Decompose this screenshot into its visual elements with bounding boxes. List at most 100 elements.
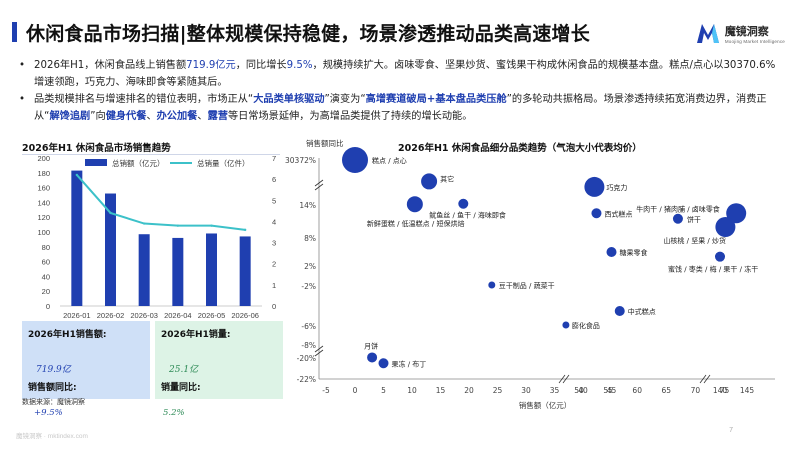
x-tick-label: 10 bbox=[407, 386, 417, 395]
bubble-label: 饼干 bbox=[687, 215, 701, 224]
bullet-2-text: 、 bbox=[197, 110, 208, 122]
sales-bar bbox=[172, 237, 184, 306]
x-tick-label: 25 bbox=[493, 386, 503, 395]
bullet-1-text: 2026年H1，休闲食品线上销售额 bbox=[34, 60, 187, 71]
highlight-term: 健身代餐 bbox=[105, 110, 147, 122]
volume-point bbox=[75, 173, 79, 177]
y-right-tick-label: 0 bbox=[272, 302, 276, 311]
highlight-term: 办公加餐 bbox=[156, 110, 198, 122]
category-bubble bbox=[614, 306, 625, 316]
bubble-label: 巧克力 bbox=[606, 183, 627, 192]
bubble-label: 月饼 bbox=[364, 341, 378, 350]
y-right-tick-label: 3 bbox=[272, 239, 276, 248]
x-tick-label: 60 bbox=[632, 386, 642, 395]
bubble-label: 豆干制品 / 蔬菜干 bbox=[499, 281, 555, 290]
page-title: 休闲食品市场扫描|整体规模保持稳健，场景渗透推动品类高速增长 bbox=[26, 23, 590, 45]
axis-break-mark bbox=[699, 374, 711, 384]
x-tick-label: 15 bbox=[436, 386, 446, 395]
sales-bar bbox=[105, 193, 116, 306]
category-bubble bbox=[715, 251, 725, 262]
bubble-label: 鱿鱼丝 / 鱼干 / 海味即食 bbox=[429, 211, 506, 220]
y-right-tick-label: 6 bbox=[272, 175, 276, 184]
legend-sales-swatch bbox=[85, 159, 107, 166]
category-bubble bbox=[672, 213, 683, 224]
highlight-term: 解馋追剧 bbox=[49, 110, 91, 122]
bullet-2-text: ”演变为“ bbox=[324, 94, 366, 105]
x-tick-label: 50 bbox=[574, 386, 584, 395]
x-tick-label: 45 bbox=[607, 386, 617, 395]
x-tick-label: 2026-05 bbox=[198, 311, 226, 320]
legend-volume-label: 总销量（亿件） bbox=[197, 158, 250, 168]
volume-point bbox=[243, 228, 247, 232]
y-left-tick-label: 160 bbox=[37, 184, 50, 193]
axis-break-mark bbox=[558, 374, 570, 384]
category-bubble bbox=[726, 203, 747, 224]
category-bubble bbox=[458, 198, 469, 209]
sales-bar bbox=[71, 170, 83, 306]
growth-highlight: 9.5% bbox=[286, 60, 313, 71]
volume-point bbox=[210, 224, 213, 227]
y-left-tick-label: 80 bbox=[42, 243, 50, 252]
brand-logo: 魔镜洞察 Moojing Market Intelligence bbox=[695, 18, 785, 48]
footer-watermark: 魔镜洞察 · mktindex.com bbox=[16, 433, 88, 440]
y-tick-label: 2% bbox=[304, 262, 316, 271]
x-axis-title: 销售额（亿元） bbox=[519, 400, 572, 410]
category-bubble bbox=[584, 176, 605, 197]
y-right-tick-label: 7 bbox=[272, 154, 276, 163]
bullet-2: 品类规模排名与增速排名的错位表明，市场正从“大品类单核驱动”演变为“高增赛道破局… bbox=[16, 92, 784, 125]
sales-kpi-card: 2026年H1销售额: 719.9亿 销售额同比: bbox=[22, 321, 150, 399]
sales-yoy-value: +9.5% bbox=[34, 408, 63, 418]
bubble-label: 山核桃 / 坚果 / 炒货 bbox=[663, 236, 726, 245]
category-bubble bbox=[342, 147, 368, 173]
sales-kpi-value: 719.9亿 bbox=[36, 365, 71, 375]
y-axis-title: 销售额同比 bbox=[306, 138, 344, 148]
sales-bar bbox=[138, 234, 150, 306]
y-left-tick-label: 140 bbox=[37, 198, 50, 207]
category-bubble bbox=[606, 247, 617, 257]
x-tick-label: 2026-03 bbox=[130, 311, 158, 320]
x-tick-label: 75 bbox=[720, 386, 730, 395]
volume-kpi-value: 25.1亿 bbox=[169, 365, 199, 375]
volume-kpi-label: 2026年H1销量: bbox=[161, 330, 231, 340]
category-bubble bbox=[406, 196, 423, 213]
y-right-tick-label: 5 bbox=[272, 196, 276, 205]
category-bubble bbox=[562, 321, 570, 329]
y-tick-label: 30372% bbox=[285, 156, 316, 165]
bullet-1: 2026年H1，休闲食品线上销售额719.9亿元，同比增长9.5%，规模持续扩大… bbox=[16, 58, 784, 91]
volume-point bbox=[176, 224, 180, 227]
logo-name: 魔镜洞察 bbox=[724, 24, 769, 38]
x-tick-label: 145 bbox=[740, 386, 755, 395]
left-chart-title: 2026年H1 休闲食品市场销售趋势 bbox=[22, 143, 171, 154]
bullet-1-text: ，同比增长 bbox=[235, 60, 287, 71]
y-tick-label: -20% bbox=[297, 354, 316, 363]
bullet-2-text: 品类规模排名与增速排名的错位表明，市场正从“ bbox=[34, 94, 254, 105]
title-accent-bar bbox=[12, 22, 17, 42]
bubble-label: 西式糕点 bbox=[604, 209, 632, 218]
y-left-tick-label: 60 bbox=[42, 258, 50, 267]
category-bubble bbox=[591, 208, 602, 219]
y-tick-label: -6% bbox=[301, 322, 316, 331]
x-tick-label: 2026-06 bbox=[231, 311, 259, 320]
highlight-term: 大品类单核驱动 bbox=[253, 94, 325, 105]
x-tick-label: 40 bbox=[578, 386, 588, 395]
bubble-label: 糕点 / 点心 bbox=[372, 156, 407, 165]
y-tick-label: -22% bbox=[297, 375, 316, 384]
volume-yoy-value: 5.2% bbox=[163, 408, 185, 418]
y-left-tick-label: 40 bbox=[42, 272, 50, 281]
y-left-tick-label: 120 bbox=[37, 213, 50, 222]
sales-bar bbox=[239, 236, 251, 306]
bubble-label: 蜜饯 / 枣类 / 梅 / 果干 / 冻干 bbox=[668, 265, 758, 274]
category-bubble bbox=[378, 358, 389, 369]
axis-break-mark bbox=[314, 345, 324, 357]
x-tick-label: 2026-02 bbox=[97, 311, 125, 320]
summary-bullets: 2026年H1，休闲食品线上销售额719.9亿元，同比增长9.5%，规模持续扩大… bbox=[16, 58, 784, 126]
page-number: 7 bbox=[729, 427, 733, 434]
volume-line bbox=[76, 174, 246, 231]
bubble-label: 牛肉干 / 猪肉脯 / 卤味零食 bbox=[636, 204, 720, 213]
logo-subtitle: Moojing Market Intelligence bbox=[724, 38, 785, 44]
bullet-2-text: ”向 bbox=[90, 110, 106, 122]
y-tick-label: -2% bbox=[301, 282, 316, 291]
x-tick-label: 5 bbox=[381, 386, 386, 395]
